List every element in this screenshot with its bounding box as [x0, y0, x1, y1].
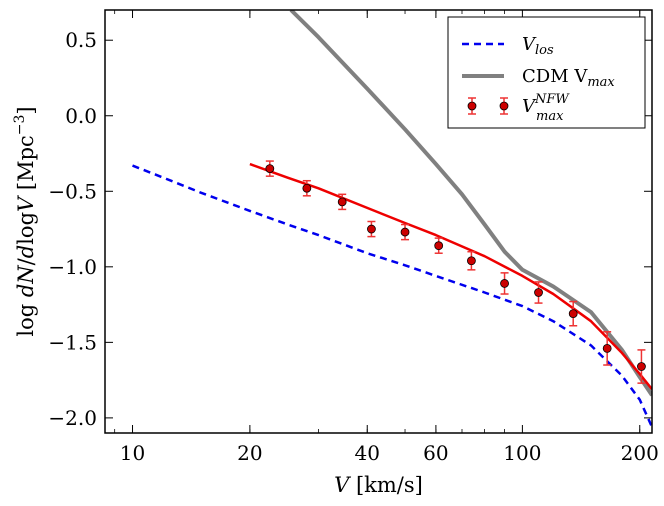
legend-box [447, 16, 646, 129]
x-tick-label: 60 [423, 441, 448, 465]
legend-vlos-main: V [522, 34, 537, 55]
y-tick-label: −0.5 [48, 179, 97, 203]
series-fit-line [249, 162, 652, 390]
series-layer [132, 10, 652, 428]
data-point [602, 331, 612, 366]
point-marker [534, 288, 543, 297]
series-vlos-line [132, 164, 652, 428]
points-layer [265, 160, 646, 384]
point-marker [500, 279, 509, 288]
y-axis-label: log dN/dlogV [Mpc−3] [12, 106, 38, 336]
x-axis-label: V [km/s] [334, 473, 423, 497]
ticks-layer: 10 20 40 60 100 200 0.5 0.0 −0.5 −1.0 −1.5 −2.0 [48, 10, 659, 465]
x-tick-label: 20 [237, 441, 262, 465]
y-tick-label: −1.5 [48, 330, 97, 354]
data-point [568, 300, 578, 327]
data-point [337, 193, 347, 211]
legend-vlos-label: Vlos [522, 34, 554, 58]
point-marker [568, 309, 578, 319]
y-tick-label: −2.0 [48, 406, 97, 430]
legend-nfw-sup: NFW [534, 92, 570, 107]
point-marker [602, 343, 612, 353]
legend-cdm-label: CDM Vmax [522, 66, 615, 90]
x-tick-label: 100 [503, 441, 541, 465]
data-point [534, 281, 543, 304]
point-marker [337, 197, 347, 207]
legend-cdm-sub: max [587, 75, 615, 90]
series-cdm-line [289, 10, 652, 397]
y-tick-label: −1.0 [48, 255, 97, 279]
data-point [367, 220, 376, 238]
legend-nfw-label: VNFW max [522, 92, 570, 124]
point-marker [302, 183, 312, 193]
legend-vlos-sub: los [535, 43, 554, 58]
x-tick-label: 200 [621, 441, 659, 465]
data-point [500, 272, 509, 295]
plot-frame [104, 9, 653, 434]
data-point [265, 160, 275, 177]
point-marker [434, 241, 444, 251]
legend-nfw-marker [467, 97, 477, 115]
x-tick-label: 40 [355, 441, 380, 465]
legend-nfw-marker [499, 97, 509, 115]
legend-cdm-main: CDM V [522, 66, 588, 87]
data-point [400, 223, 410, 241]
data-point [302, 179, 312, 197]
y-tick-label: 0.0 [65, 104, 97, 128]
legend-nfw-sub: max [536, 109, 564, 124]
data-point [467, 250, 476, 271]
point-marker [637, 362, 646, 371]
legend-nfw-swatch [467, 97, 509, 115]
y-tick-label: 0.5 [65, 28, 97, 52]
point-marker [467, 256, 476, 266]
point-marker [265, 164, 275, 174]
point-marker [400, 227, 410, 237]
data-point [434, 237, 444, 254]
legend-nfw-main: V [522, 96, 537, 117]
point-marker [367, 224, 376, 234]
x-tick-label: 10 [120, 441, 145, 465]
data-point [637, 349, 646, 384]
legend: Vlos CDM Vmax VNFW max [447, 16, 646, 129]
